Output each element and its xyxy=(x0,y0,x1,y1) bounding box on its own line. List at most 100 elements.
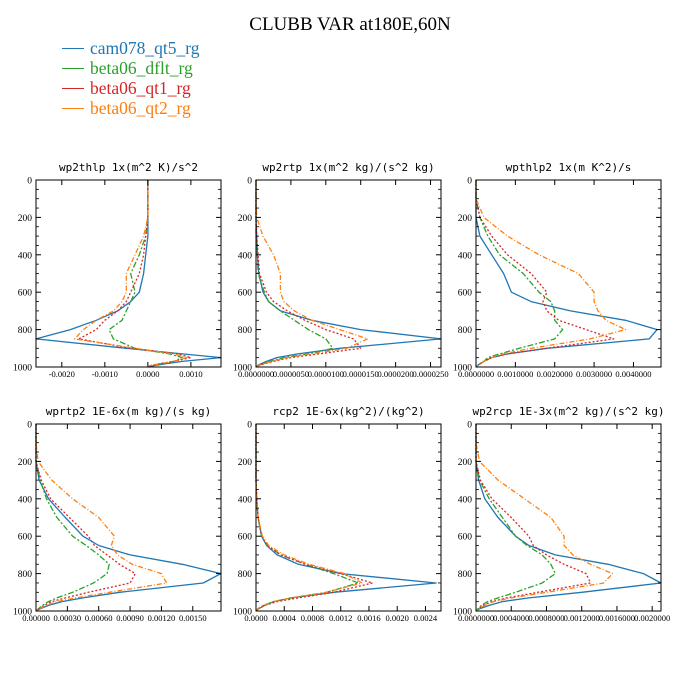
x-tick-label: 0.0024 xyxy=(414,613,438,623)
legend-label: beta06_qt2_rg xyxy=(90,98,191,118)
legend-entry: beta06_qt2_rg xyxy=(62,98,200,118)
legend-label: beta06_dflt_rg xyxy=(90,58,193,78)
y-tick-label: 600 xyxy=(18,289,33,299)
x-tick-label: 0.0000 xyxy=(244,613,267,623)
chart-title: wp2thlp 1x(m^2 K)/s^2 xyxy=(59,161,198,174)
y-tick-label: 0 xyxy=(27,421,32,431)
y-tick-label: 600 xyxy=(18,533,33,543)
x-tick-label: 0.0000050 xyxy=(273,369,309,379)
y-tick-label: 200 xyxy=(238,214,253,224)
chart-title: wpthlp2 1x(m K^2)/s xyxy=(506,161,632,174)
series-line-beta06_qt1_rg xyxy=(255,424,374,612)
legend-entry: beta06_qt1_rg xyxy=(62,78,200,98)
x-tick-label: 0.0010000 xyxy=(497,369,533,379)
y-tick-label: 0 xyxy=(467,421,472,431)
chart-title: wprtp2 1E-6x(m kg)/(s kg) xyxy=(46,405,212,418)
series-line-beta06_dflt_rg xyxy=(475,180,564,368)
y-tick-label: 800 xyxy=(18,326,33,336)
series-line-cam078_qt5_rg xyxy=(35,180,222,368)
series-line-beta06_qt1_rg xyxy=(475,180,615,368)
chart-title: wp2rtp 1x(m^2 kg)/(s^2 kg) xyxy=(262,161,434,174)
series-line-beta06_qt2_rg xyxy=(255,180,369,368)
chart-title: wp2rcp 1E-3x(m^2 kg)/(s^2 kg) xyxy=(472,405,664,418)
chart-panel: wp2rtp 1x(m^2 kg)/(s^2 kg) 0 200 400 600 800 1… xyxy=(233,161,449,379)
legend-swatch xyxy=(62,107,84,109)
plot-frame xyxy=(255,179,442,368)
y-tick-label: 800 xyxy=(458,326,473,336)
y-tick-label: 1000 xyxy=(233,364,252,374)
y-tick-label: 0 xyxy=(467,177,472,187)
x-tick-label: 0.0020000 xyxy=(634,613,670,623)
x-tick-label: 0.0010 xyxy=(179,369,202,379)
legend-label: beta06_qt1_rg xyxy=(90,78,191,98)
x-tick-label: 0.0000000 xyxy=(238,369,274,379)
series-line-cam078_qt5_rg xyxy=(255,180,442,368)
y-tick-label: 1000 xyxy=(453,608,472,618)
y-tick-label: 1000 xyxy=(453,364,472,374)
y-tick-label: 800 xyxy=(238,570,253,580)
x-tick-label: 0.0004000 xyxy=(493,613,529,623)
y-tick-label: 400 xyxy=(238,251,253,261)
series-line-beta06_qt1_rg xyxy=(78,180,192,368)
plot-frame xyxy=(35,179,222,368)
series-line-beta06_dflt_rg xyxy=(35,424,110,612)
y-tick-label: 200 xyxy=(458,458,473,468)
x-tick-label: 0.0040000 xyxy=(615,369,651,379)
y-tick-label: 800 xyxy=(18,570,33,580)
y-tick-label: 400 xyxy=(18,495,33,505)
series-line-beta06_qt1_rg xyxy=(35,424,136,612)
y-tick-label: 200 xyxy=(18,458,33,468)
x-tick-label: 0.00000 xyxy=(22,613,50,623)
legend-label: cam078_qt5_rg xyxy=(90,38,200,58)
series-line-beta06_qt1_rg xyxy=(255,180,362,368)
plot-frame xyxy=(255,423,442,612)
x-tick-label: 0.0008000 xyxy=(528,613,564,623)
y-tick-label: 0 xyxy=(27,177,32,187)
legend-swatch xyxy=(62,67,84,69)
x-tick-label: 0.0030000 xyxy=(576,369,612,379)
x-tick-label: 0.00150 xyxy=(179,613,207,623)
series-line-beta06_qt2_rg xyxy=(74,180,188,368)
x-tick-label: 0.00060 xyxy=(85,613,113,623)
figure-title: CLUBB VAR at180E,60N xyxy=(249,14,451,35)
y-tick-label: 200 xyxy=(18,214,33,224)
series-line-beta06_dflt_rg xyxy=(475,424,556,612)
legend-entry: cam078_qt5_rg xyxy=(62,38,200,58)
x-tick-label: 0.0000 xyxy=(136,369,159,379)
series-line-cam078_qt5_rg xyxy=(35,424,222,612)
series-line-cam078_qt5_rg xyxy=(475,180,658,368)
chart-panel: wp2thlp 1x(m^2 K)/s^2 0 200 400 600 800 1000 -0… xyxy=(13,161,222,379)
y-tick-label: 0 xyxy=(247,421,252,431)
y-tick-label: 600 xyxy=(458,289,473,299)
y-tick-label: 600 xyxy=(458,533,473,543)
y-tick-label: 1000 xyxy=(233,608,252,618)
series-line-beta06_qt2_rg xyxy=(475,424,614,612)
series-line-beta06_dflt_rg xyxy=(108,180,183,368)
x-tick-label: 0.0016000 xyxy=(599,613,635,623)
y-tick-label: 400 xyxy=(458,495,473,505)
series-line-beta06_qt2_rg xyxy=(255,424,363,612)
x-tick-label: -0.0010 xyxy=(92,369,118,379)
x-tick-label: 0.0000150 xyxy=(343,369,379,379)
legend: cam078_qt5_rg beta06_dflt_rg beta06_qt1_rg… xyxy=(62,38,200,118)
series-line-beta06_dflt_rg xyxy=(255,180,334,368)
series-line-beta06_qt2_rg xyxy=(475,180,627,368)
y-tick-label: 200 xyxy=(238,458,253,468)
x-tick-label: 0.0012000 xyxy=(564,613,600,623)
y-tick-label: 600 xyxy=(238,289,253,299)
x-tick-label: 0.0000250 xyxy=(412,369,448,379)
y-tick-label: 800 xyxy=(238,326,253,336)
x-tick-label: 0.0000000 xyxy=(458,369,494,379)
x-tick-label: 0.0004 xyxy=(273,613,297,623)
x-tick-label: 0.00120 xyxy=(148,613,176,623)
plot-frame xyxy=(475,423,662,612)
y-tick-label: 200 xyxy=(458,214,473,224)
y-tick-label: 400 xyxy=(238,495,253,505)
x-tick-label: 0.0008 xyxy=(301,613,324,623)
x-tick-label: 0.0016 xyxy=(357,613,380,623)
y-tick-label: 400 xyxy=(18,251,33,261)
chart-panel: wp2rcp 1E-3x(m^2 kg)/(s^2 kg)0 200 400 600 8… xyxy=(453,405,670,623)
y-tick-label: 600 xyxy=(238,533,253,543)
series-line-cam078_qt5_rg xyxy=(475,424,662,612)
